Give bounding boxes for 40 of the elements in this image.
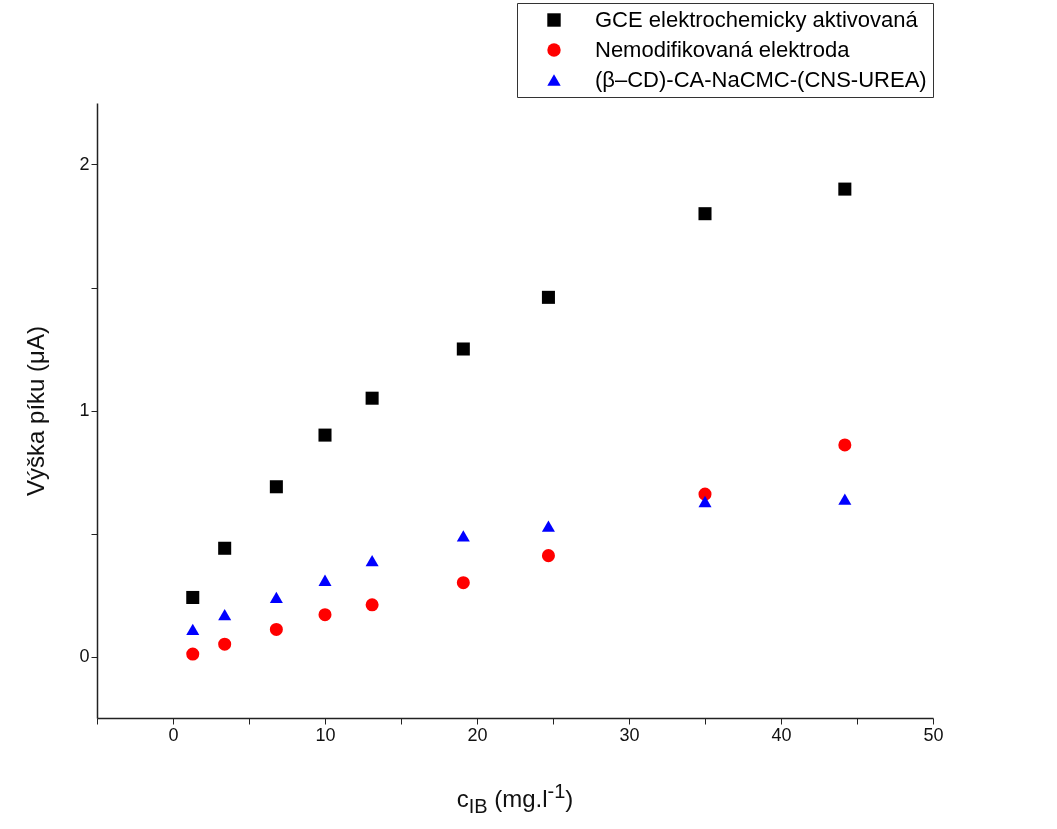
- x-tick-label: 50: [923, 724, 944, 745]
- x-axis-title: c$_{IB}$ (mg.l$^{-1}$): [455, 780, 575, 818]
- point: [365, 598, 379, 612]
- point: [318, 574, 332, 586]
- x-tick-label: 40: [771, 724, 792, 745]
- point: [318, 608, 332, 622]
- y-tick-label: 2: [79, 154, 90, 174]
- point: [186, 590, 200, 604]
- point: [186, 623, 200, 636]
- point: [838, 493, 852, 505]
- point: [318, 428, 332, 442]
- point: [541, 290, 555, 304]
- point: [218, 609, 232, 621]
- point: [838, 182, 852, 196]
- x-tick-label: 20: [467, 724, 488, 745]
- x-tick-label: 10: [315, 724, 336, 745]
- point: [541, 520, 555, 532]
- legend-label: Nemodifikovaná elektroda: [595, 37, 851, 62]
- point: [698, 495, 712, 508]
- point: [365, 554, 379, 567]
- point: [838, 438, 852, 452]
- point: [218, 541, 232, 555]
- point: [186, 647, 200, 661]
- y-axis-title: Výška píku (μA): [22, 326, 50, 496]
- point: [269, 622, 283, 636]
- legend-label: (β–CD)-CA-NaCMC-(CNS-UREA): [595, 67, 927, 92]
- point: [456, 342, 470, 356]
- x-tick-label: 30: [619, 724, 640, 745]
- point: [541, 549, 555, 563]
- y-tick-label: 0: [79, 646, 90, 666]
- point: [269, 480, 283, 494]
- point: [698, 207, 712, 221]
- y-tick-label: 1: [79, 400, 90, 420]
- point: [218, 637, 232, 651]
- point: [365, 391, 379, 405]
- point: [456, 576, 470, 590]
- point: [269, 591, 283, 604]
- legend-label: GCE elektrochemicky aktivovaná: [595, 7, 919, 32]
- point: [456, 530, 470, 542]
- x-tick-label: 0: [168, 724, 179, 745]
